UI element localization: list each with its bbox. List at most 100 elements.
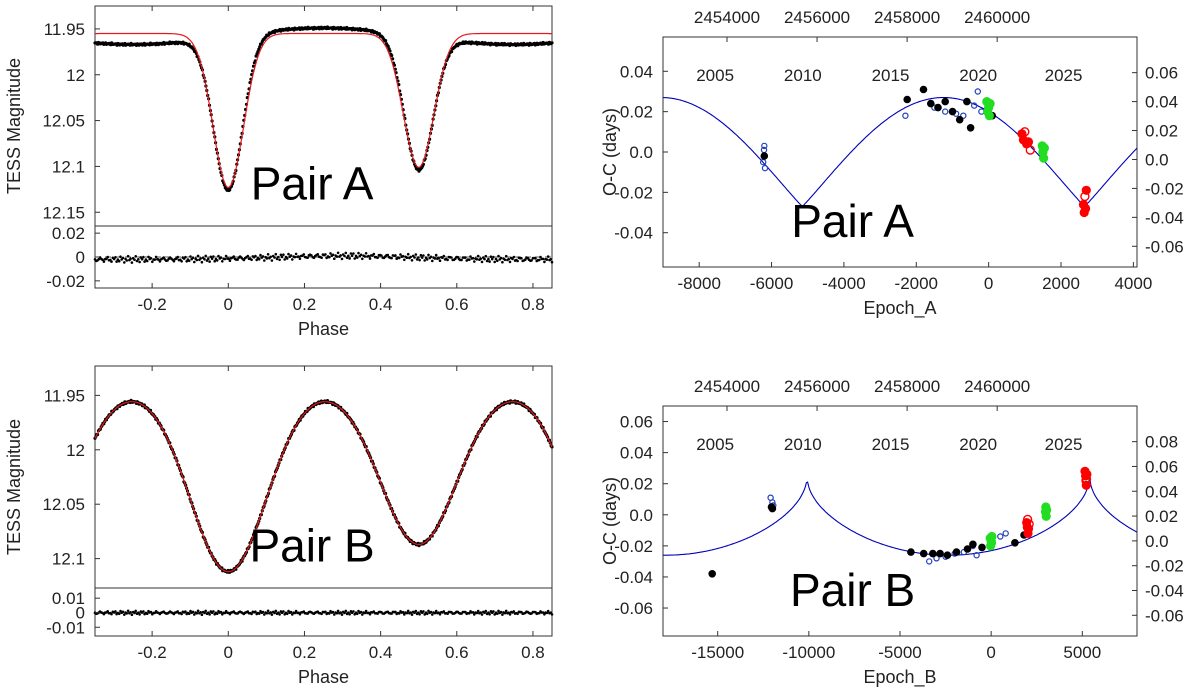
lc_a-residual-point: [114, 255, 117, 259]
lc_b-residual-point: [352, 610, 355, 613]
lc_a-residual-point: [508, 260, 512, 264]
lc_a-residual-point: [376, 256, 379, 260]
oc_b-right-ytick-label: -0.06: [1145, 606, 1184, 625]
lc_b-residual-point: [270, 613, 274, 616]
lc_a-residual-point: [340, 257, 344, 261]
lc_b-residual-point: [123, 613, 126, 616]
oc_b-point-black-filled: [963, 545, 972, 553]
oc_a-year-label: 2015: [872, 66, 910, 85]
oc_a-point-black-filled: [955, 115, 964, 124]
oc_b-point-black-filled: [936, 549, 944, 558]
lc_a-residual-point: [102, 260, 106, 263]
lc_a-residual-point: [285, 257, 289, 260]
lc_a-residual-point: [199, 257, 202, 260]
oc_b-year-label: 2010: [784, 435, 822, 454]
lc_b-frame: [94, 365, 553, 637]
lc_a-residual-point: [507, 257, 511, 261]
lc_a-residual-point: [539, 255, 542, 259]
lc_a-residual-point: [480, 260, 484, 264]
oc_a-top-tick-label: 2454000: [694, 8, 760, 27]
lc_a-residual-point: [278, 258, 281, 262]
lc_a-residual-point: [403, 258, 406, 262]
lc_a-residual-point: [476, 254, 480, 258]
lc_b-residual-point: [406, 609, 410, 613]
lc_b-residual-point: [333, 613, 336, 616]
lc_a-residual-point: [353, 257, 357, 260]
lc_a-residual-point: [530, 259, 533, 262]
oc_a-point-blue-open: [761, 142, 768, 150]
oc_b-xtick-label: -15000: [691, 643, 744, 662]
oc_b-year-label: 2025: [1045, 435, 1083, 454]
oc_b-ytick-label: -0.06: [614, 599, 653, 618]
lc_a-residual-point: [450, 256, 453, 259]
lc_a-residual-point: [410, 259, 414, 262]
lc_b-residual-point: [261, 610, 265, 614]
lc_b-residual-point: [180, 612, 183, 616]
lc_a-residual-point: [215, 259, 219, 262]
lc_a-residual-point: [125, 259, 129, 262]
lc_a-residual-point: [541, 257, 545, 261]
oc_a-year-label: 2005: [696, 66, 734, 85]
oc_a-right-ytick-label: 0.04: [1145, 93, 1178, 112]
lc_a-residual-point: [291, 258, 294, 261]
lc_a-residual-point: [405, 256, 409, 260]
lc_a-residual-point: [204, 254, 207, 258]
lc_a-residual-point: [359, 253, 363, 257]
lc_b-residual-point: [504, 609, 508, 613]
lc_a-residual-point: [419, 253, 423, 257]
lc_a-residual-point: [504, 254, 508, 258]
lc_a-residual-point: [130, 261, 134, 264]
lc_b-residual-point: [368, 612, 372, 616]
lc_a-residual-point: [172, 260, 176, 263]
lc_a-residual-point: [473, 260, 476, 263]
lc_b-residual-point: [114, 610, 117, 613]
oc_a-ytick-label: 0.04: [620, 62, 653, 81]
lc_a-obs-point: [450, 50, 454, 54]
oc_b-right-ytick-label: -0.02: [1145, 557, 1184, 576]
lc_a-residual-point: [142, 255, 145, 259]
lc_a-residual-point: [210, 257, 214, 261]
lc_b-residual-ytick-label: 0: [76, 604, 85, 623]
lc_b-residual-point: [480, 613, 484, 616]
lc_a-residual-point: [390, 256, 393, 260]
lc_a-residual-point: [158, 260, 162, 263]
oc_a-point-black-filled: [919, 85, 928, 94]
oc_b-ytick-label: 0.06: [620, 413, 653, 432]
oc_a-point-blue-open: [974, 88, 982, 95]
lc_a-obs-point: [228, 188, 232, 192]
lc_a-residual-point: [549, 258, 552, 261]
lc_b-residual-point: [193, 613, 196, 616]
lc_b-residual-point: [269, 611, 273, 614]
lc_a-residual-point: [265, 257, 269, 260]
lc_b-residual-point: [289, 610, 293, 614]
oc_b-xtick-label: 5000: [1063, 643, 1101, 662]
oc_a-year-label: 2020: [959, 66, 997, 85]
lc_a-residual-point: [488, 260, 491, 263]
lc_a-residual-point: [464, 256, 467, 259]
lc_a-residual-point: [534, 257, 537, 260]
lc_a-residual-point: [223, 257, 227, 261]
lc_a-residual-point: [485, 259, 489, 263]
lc_b-residual-point: [372, 610, 376, 613]
lc_a-residual-point: [236, 258, 239, 261]
lc_a-ylabel: TESS Magnitude: [4, 58, 24, 194]
oc_b-right-ytick-label: 0.08: [1145, 433, 1178, 452]
lc_b-residual-point: [496, 612, 499, 615]
oc_b-top-tick-label: 2460000: [964, 377, 1030, 396]
lc_b-ytick-label: 12: [66, 441, 85, 460]
oc_a-point-black-filled: [963, 97, 971, 106]
oc_a-point-green: [1039, 153, 1049, 163]
lc_a-residual-point: [364, 252, 368, 255]
lc_b-xtick-label: 0.4: [369, 643, 393, 662]
lc_b-residual-point: [425, 612, 429, 616]
lc_b-residual-point: [546, 609, 550, 613]
oc_a-ylabel: O-C (days): [600, 108, 620, 196]
lc_a-residual-point: [294, 252, 298, 256]
lc_a-obs-point: [251, 64, 256, 68]
oc_a-xtick-label: 4000: [1114, 274, 1152, 293]
lc_a-ytick-label: 12.15: [42, 203, 85, 222]
lc_a-residual-point: [538, 258, 541, 262]
lc_a-xtick-label: 0.6: [445, 295, 469, 314]
lc_a-residual-point: [283, 258, 287, 261]
lc_b-residual-point: [285, 612, 289, 616]
